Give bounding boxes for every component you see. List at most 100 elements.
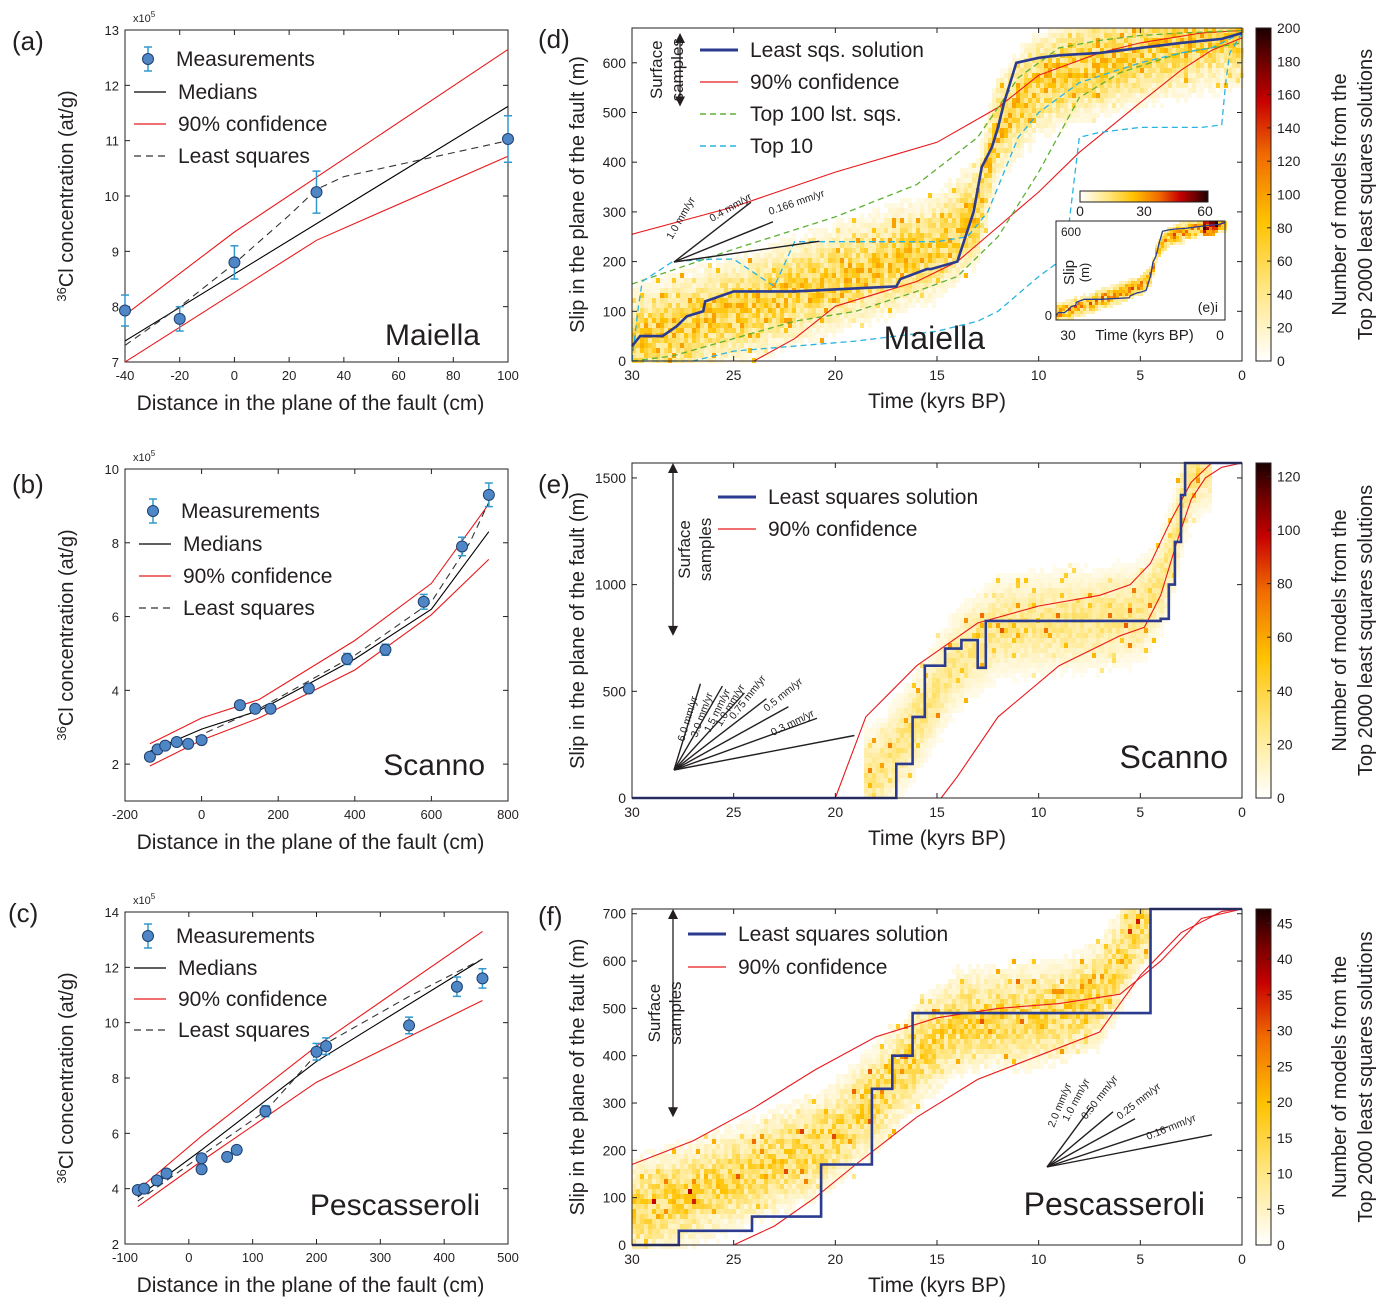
inset-heatmap-cell [1191, 227, 1194, 230]
heatmap-cell [1088, 603, 1092, 608]
heatmap-cell [1220, 38, 1224, 43]
heatmap-cell [1096, 588, 1100, 593]
heatmap-cell [1056, 643, 1060, 648]
heatmap-cell [832, 308, 836, 313]
heatmap-cell [1104, 93, 1108, 98]
heatmap-cell [660, 318, 664, 323]
heatmap-cell [836, 283, 840, 288]
heatmap-cell [824, 318, 828, 323]
heatmap-cell [912, 293, 916, 298]
heatmap-cell [908, 713, 912, 718]
heatmap-cell [944, 638, 948, 643]
inset-heatmap-cell [1098, 290, 1101, 293]
heatmap-cell [912, 758, 916, 763]
heatmap-cell [828, 253, 832, 258]
heatmap-cell [1216, 53, 1220, 58]
heatmap-cell [832, 313, 836, 318]
heatmap-cell [1016, 63, 1020, 68]
heatmap-cell [1028, 653, 1032, 658]
measurement-point [341, 652, 354, 665]
heatmap-cell [920, 748, 924, 753]
heatmap-cell [1176, 78, 1180, 83]
heatmap-cell [912, 763, 916, 768]
heatmap-cell [1012, 73, 1016, 78]
heatmap-cell [808, 268, 812, 273]
heatmap-cell [900, 698, 904, 703]
heatmap-cell [1120, 28, 1124, 33]
heatmap-cell [848, 278, 852, 283]
heatmap-cell [972, 598, 976, 603]
heatmap-cell [888, 268, 892, 273]
heatmap-cell [1060, 663, 1064, 668]
heatmap-cell [996, 143, 1000, 148]
heatmap-cell [712, 308, 716, 313]
heatmap-cell [840, 218, 844, 223]
heatmap-cell [792, 258, 796, 263]
heatmap-cell [1024, 118, 1028, 123]
heatmap-cell [1180, 33, 1184, 38]
heatmap-cell [856, 258, 860, 263]
inset-heatmap-cell [1164, 236, 1167, 239]
heatmap-cell [964, 698, 968, 703]
inset-heatmap-cell [1101, 287, 1104, 290]
heatmap-cell [1188, 78, 1192, 83]
heatmap-cell [956, 668, 960, 673]
heatmap-cell [668, 343, 672, 348]
x-tick-label: 200 [306, 1250, 328, 1265]
heatmap-cell [1040, 673, 1044, 678]
inset-heatmap-cell [1149, 281, 1152, 284]
inset-heatmap-cell [1218, 230, 1221, 233]
heatmap-cell [988, 158, 992, 163]
heatmap-cell [924, 298, 928, 303]
heatmap-cell [876, 268, 880, 273]
measurement-point [502, 133, 514, 146]
heatmap-cell [940, 218, 944, 223]
heatmap-cell [688, 343, 692, 348]
heatmap-cell [1144, 28, 1148, 33]
heatmap-cell [1080, 603, 1084, 608]
heatmap-cell [1040, 33, 1044, 38]
heatmap-cell [964, 643, 968, 648]
heatmap-cell [864, 273, 868, 278]
heatmap-cell [852, 258, 856, 263]
heatmap-cell [752, 318, 756, 323]
heatmap-cell [880, 278, 884, 283]
heatmap-cell [972, 658, 976, 663]
heatmap-cell [976, 253, 980, 258]
heatmap-cell [996, 138, 1000, 143]
heatmap-cell [1100, 48, 1104, 53]
inset-heatmap-cell [1077, 302, 1080, 305]
heatmap-cell [852, 248, 856, 253]
heatmap-cell [972, 248, 976, 253]
heatmap-cell [876, 298, 880, 303]
heatmap-cell [972, 188, 976, 193]
heatmap-cell [864, 793, 868, 798]
heatmap-cell [1040, 83, 1044, 88]
heatmap-cell [768, 248, 772, 253]
heatmap-cell [936, 633, 940, 638]
heatmap-cell [976, 633, 980, 638]
heatmap-cell [1004, 163, 1008, 168]
heatmap-cell [1072, 118, 1076, 123]
heatmap-cell [992, 108, 996, 113]
heatmap-cell [908, 728, 912, 733]
site-label: Maiella [385, 319, 480, 352]
measurement-point [403, 1019, 416, 1032]
heatmap-cell [1236, 83, 1240, 88]
heatmap-cell [820, 338, 824, 343]
heatmap-cell [1032, 43, 1036, 48]
heatmap-cell [644, 328, 648, 333]
heatmap-cell [1204, 78, 1208, 83]
heatmap-cell [828, 293, 832, 298]
heatmap-cell [892, 213, 896, 218]
heatmap-cell [720, 333, 724, 338]
heatmap-cell [896, 703, 900, 708]
heatmap-cell [1200, 73, 1204, 78]
heatmap-cell [792, 238, 796, 243]
heatmap-cell [816, 248, 820, 253]
heatmap-cell [728, 348, 732, 353]
heatmap-cell [796, 303, 800, 308]
heatmap-cell [1056, 568, 1060, 573]
heatmap-cell [1004, 88, 1008, 93]
heatmap-cell [1028, 568, 1032, 573]
